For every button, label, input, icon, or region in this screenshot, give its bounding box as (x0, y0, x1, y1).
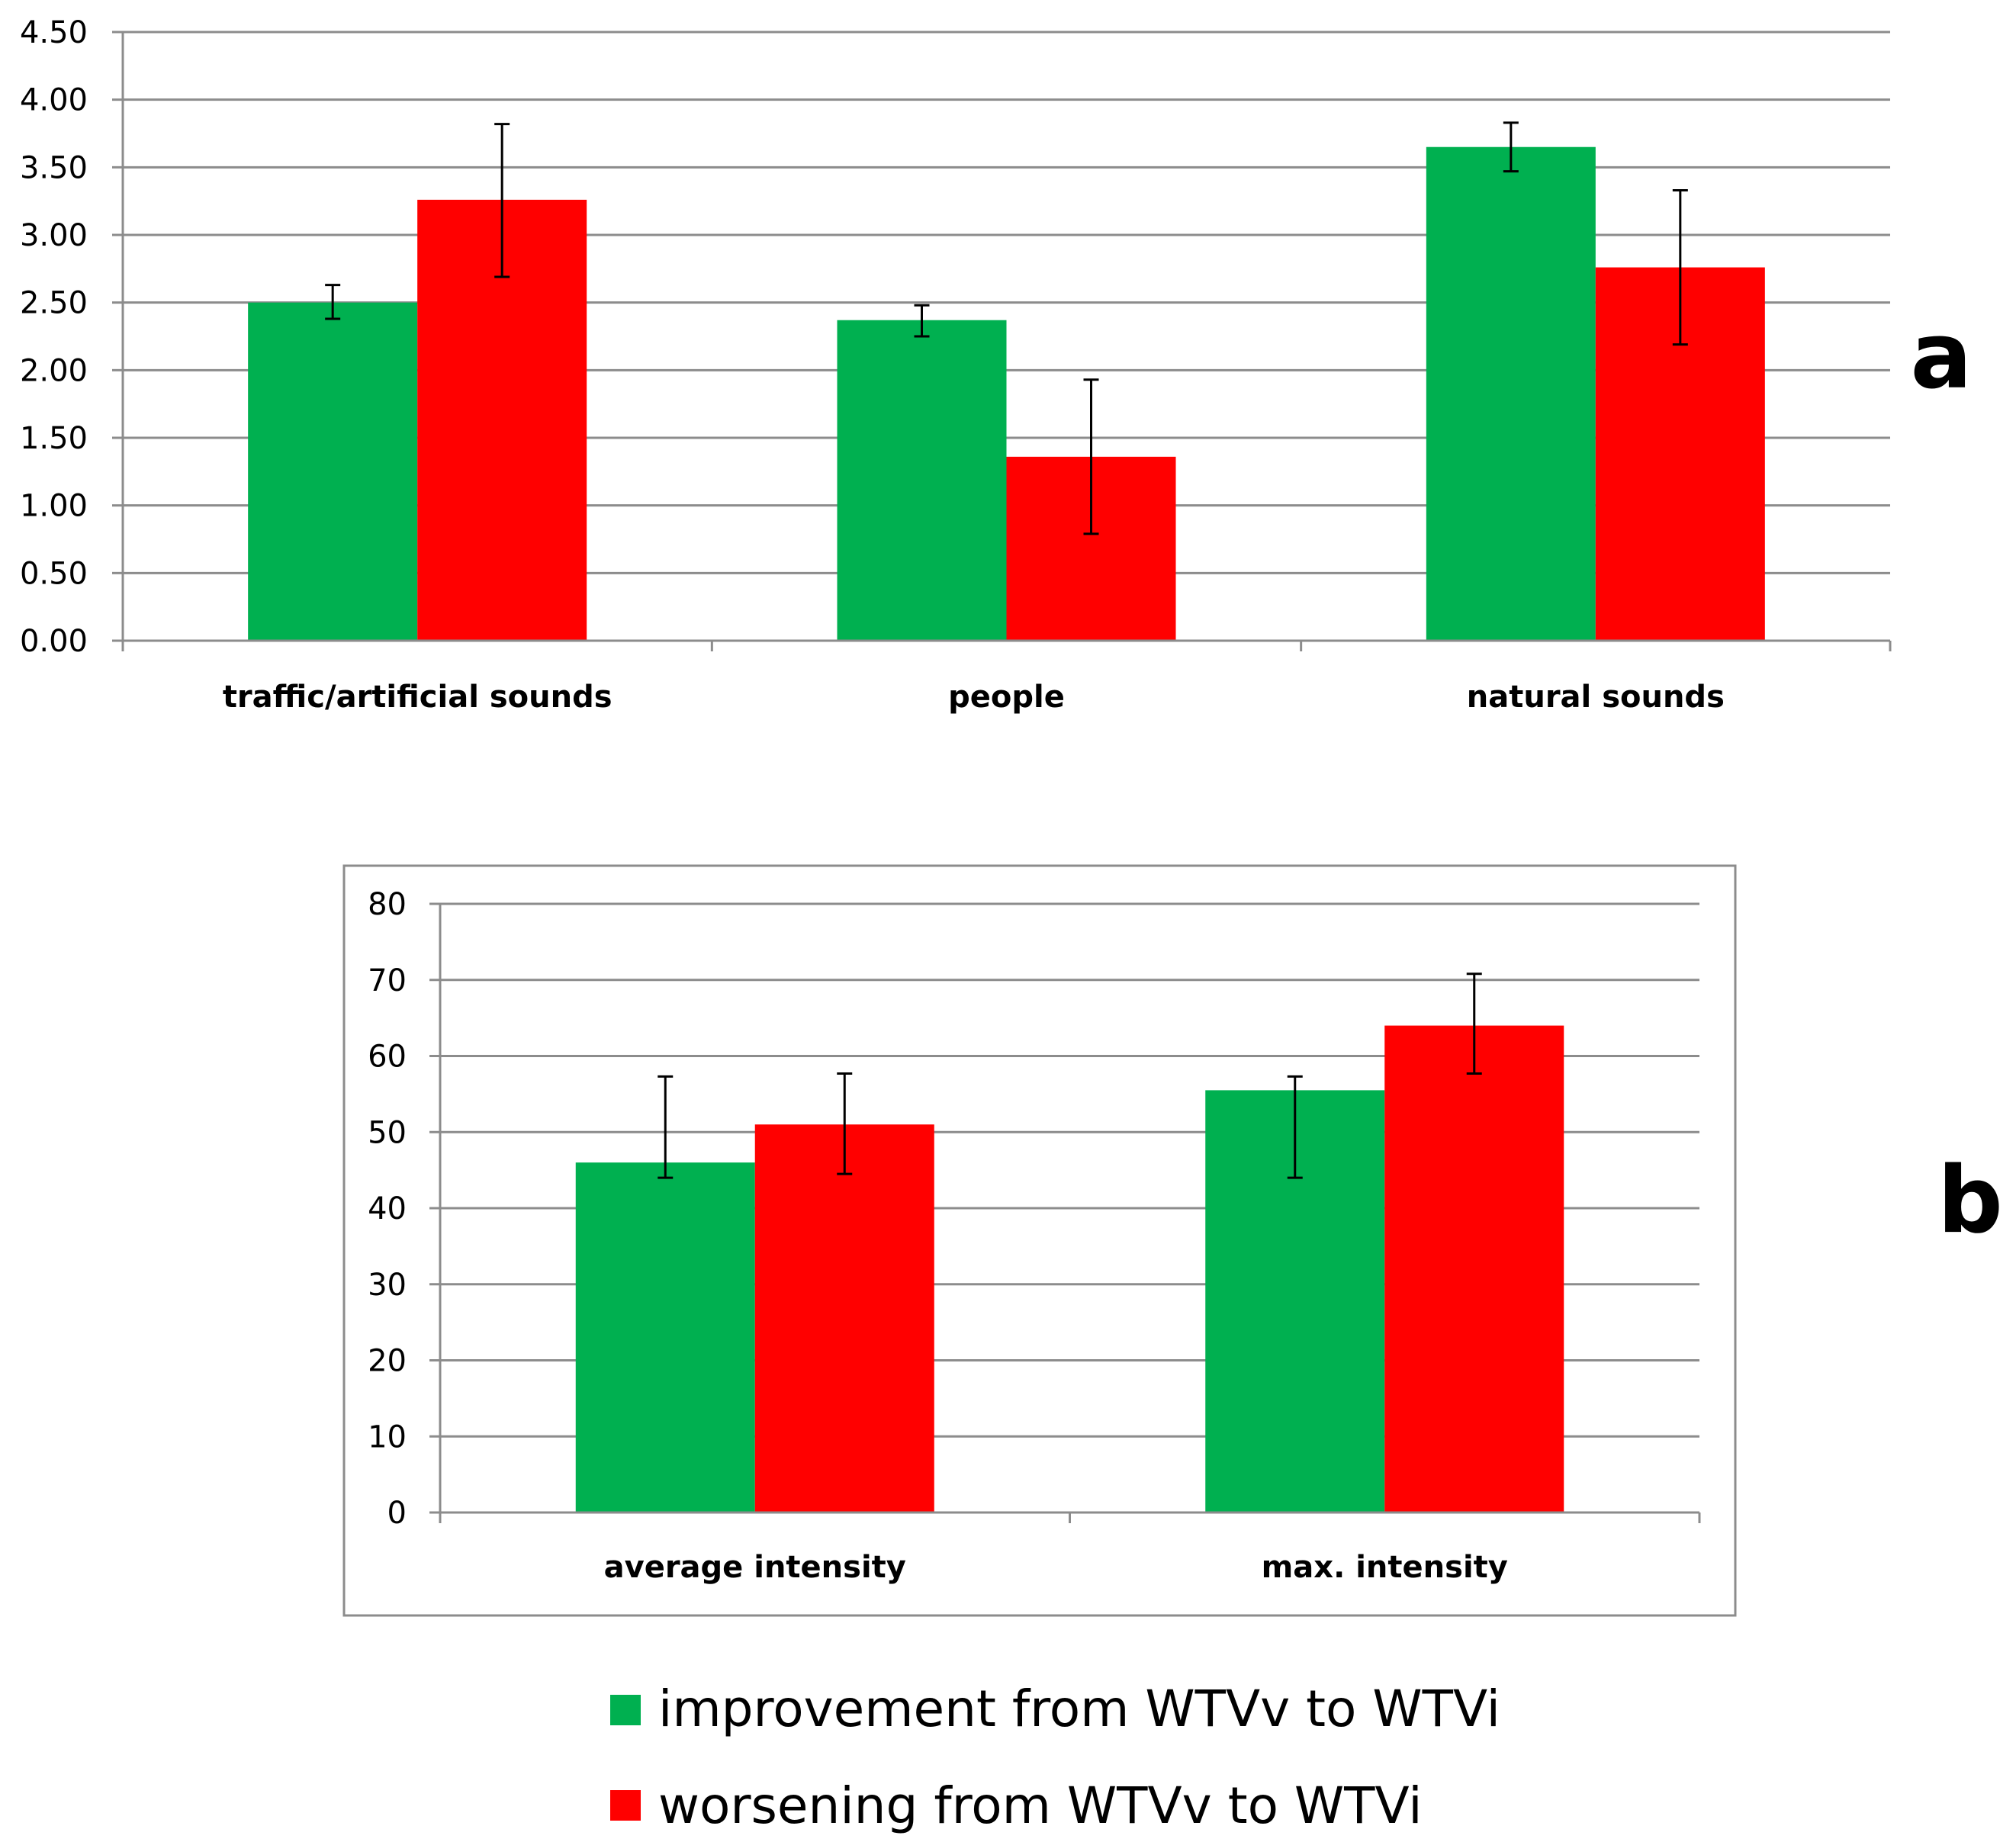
bar-people-improvement (837, 320, 1007, 641)
legend-swatch-worsening (610, 1790, 641, 1821)
y-tick-labels-a: 0.00 0.50 1.00 1.50 2.00 2.50 3.00 3.50 4.00 4.50 (20, 15, 88, 659)
y-tick-label: 3.50 (20, 150, 88, 185)
y-tick-label: 50 (368, 1115, 407, 1150)
x-tick-label-natural-sounds: natural sounds (1467, 680, 1725, 715)
x-tick-labels-a: traffic/artificial sounds people natural s… (223, 680, 1725, 715)
y-tick-label: 10 (368, 1419, 407, 1455)
y-tick-label: 80 (368, 887, 407, 922)
y-tick-label: 20 (368, 1344, 407, 1379)
y-tick-label: 2.50 (20, 286, 88, 321)
y-tick-label: 2.00 (20, 353, 88, 388)
bars-b (575, 1025, 1564, 1512)
y-tick-label: 60 (368, 1040, 407, 1075)
x-tick-label-traffic-artificial-sounds: traffic/artificial sounds (223, 680, 613, 715)
chart-panel-b: 0 10 20 30 40 50 60 70 80 average intensity max. … (342, 864, 2003, 1617)
legend: improvement from WTVv to WTVi worsening … (610, 1680, 1500, 1835)
legend-label-improvement: improvement from WTVv to WTVi (658, 1680, 1500, 1738)
y-tick-label: 0.00 (20, 624, 88, 659)
x-tick-label-average-intensity: average intensity (604, 1550, 906, 1585)
x-tick-label-max-intensity: max. intensity (1262, 1550, 1508, 1585)
legend-swatch-improvement (610, 1695, 641, 1725)
error-bars-b (658, 972, 1482, 1179)
x-tick-labels-b: average intensity max. intensity (604, 1550, 1508, 1585)
legend-label-worsening: worsening from WTVv to WTVi (658, 1776, 1423, 1835)
y-tick-label: 0.50 (20, 556, 88, 591)
y-tick-label: 4.00 (20, 83, 88, 118)
error-bars-a (325, 121, 1688, 535)
bar-average-intensity-worsening (754, 1124, 934, 1512)
y-tick-label: 70 (368, 963, 407, 998)
bar-average-intensity-improvement (575, 1162, 755, 1512)
x-tick-label-people: people (948, 680, 1065, 715)
y-tick-label: 1.50 (20, 421, 88, 456)
chart-panel-a: 0.00 0.50 1.00 1.50 2.00 2.50 3.00 3.50 4.00 4.50… (20, 15, 1973, 715)
bar-natural-sounds-improvement (1426, 146, 1596, 641)
panel-label-a: a (1911, 304, 1973, 410)
y-tick-label: 40 (368, 1191, 407, 1226)
y-tick-label: 0 (387, 1496, 407, 1531)
y-tick-label: 3.00 (20, 218, 88, 253)
bar-traffic-artificial-sounds-improvement (248, 302, 418, 641)
y-tick-label: 1.00 (20, 489, 88, 524)
y-tick-label: 30 (368, 1268, 407, 1303)
bars-a (248, 146, 1765, 641)
bar-max-intensity-worsening (1384, 1025, 1564, 1512)
axes-b (429, 902, 1701, 1523)
y-tick-label: 4.50 (20, 15, 88, 50)
axes-a (112, 31, 1892, 651)
y-tick-labels-b: 0 10 20 30 40 50 60 70 80 (368, 887, 407, 1531)
panel-label-b: b (1937, 1148, 2003, 1254)
chart-frame-b (342, 864, 1737, 1617)
